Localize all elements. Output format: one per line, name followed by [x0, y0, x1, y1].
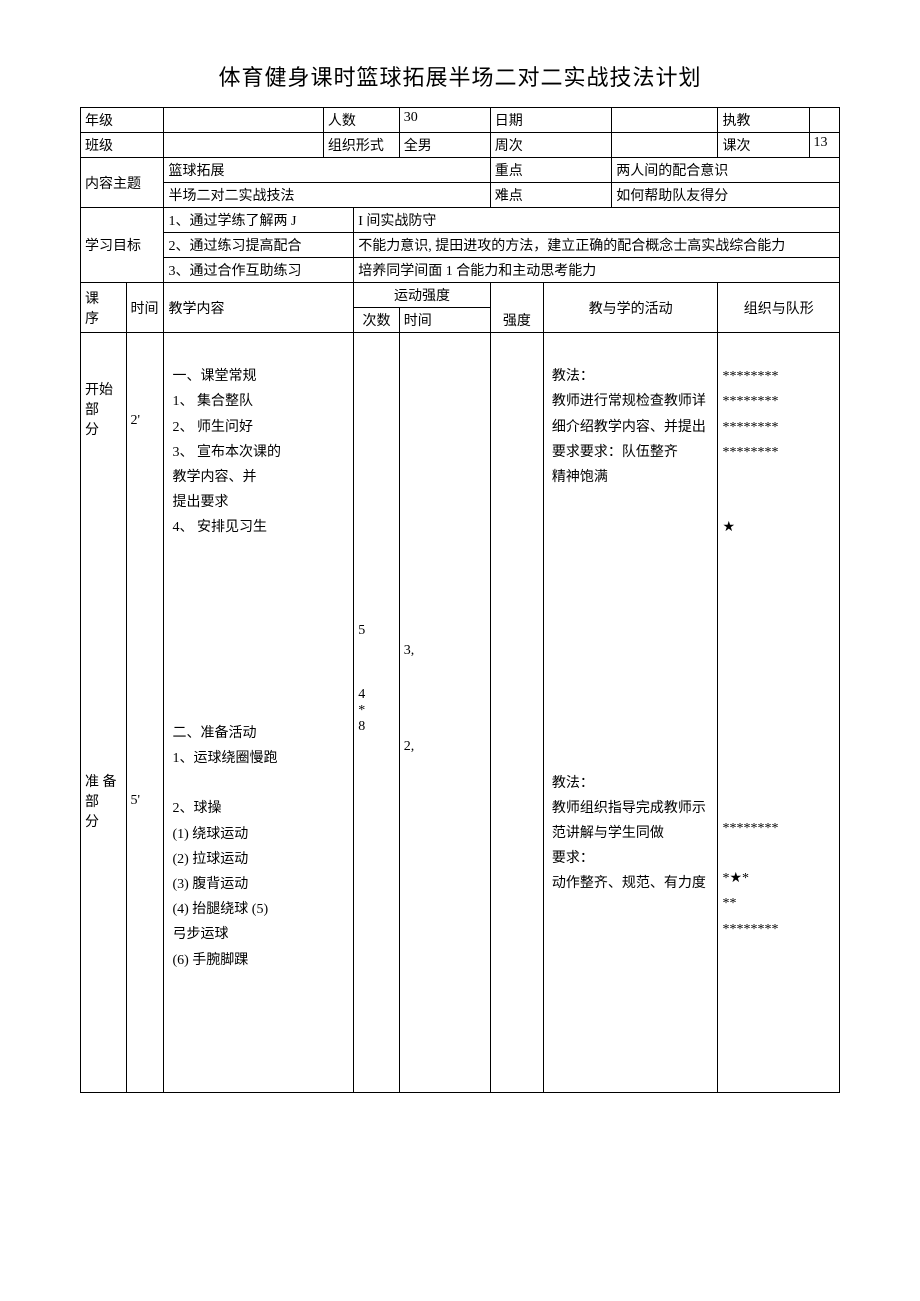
label-class: 班级 — [81, 133, 164, 158]
part2-content: 二、准备活动 1、运球绕圈慢跑 2、球操 (1) 绕球运动 (2) 拉球运动 (… — [172, 721, 345, 973]
col-count: 次数 — [354, 308, 400, 333]
label-people: 人数 — [323, 108, 399, 133]
value-class — [164, 133, 323, 158]
part1-time: 2' — [131, 413, 160, 693]
label-date: 日期 — [490, 108, 611, 133]
label-difficulty: 难点 — [490, 183, 611, 208]
label-teacher: 执教 — [718, 108, 809, 133]
col-formation: 组织与队形 — [718, 283, 840, 333]
label-orgform: 组织形式 — [323, 133, 399, 158]
label-grade: 年级 — [81, 108, 164, 133]
obj-c2-l2: 不能力意识, 提田进攻的方法，建立正确的配合概念士高实战综合能力 — [354, 233, 840, 258]
col-level: 强度 — [490, 283, 543, 333]
value-orgform: 全男 — [399, 133, 490, 158]
time-cell: 2' 5' — [126, 333, 164, 1093]
count-cell: 5 4 * 8 — [354, 333, 400, 1093]
obj-c2-l1: I 间实战防守 — [354, 208, 840, 233]
lesson-plan-table: 年级 人数 30 日期 执教 班级 组织形式 全男 周次 课次 13 内容主题 … — [80, 107, 840, 1093]
seq-cell: 开始部 分 准 备 部 分 — [81, 333, 127, 1093]
value-difficulty: 如何帮助队友得分 — [612, 183, 840, 208]
obj-c2-l3: 培养同学间面 1 合能力和主动思考能力 — [354, 258, 840, 283]
level-cell — [490, 333, 543, 1093]
part1-seq: 开始部 分 — [85, 379, 122, 679]
col-duration: 时间 — [399, 308, 490, 333]
topic-line2: 半场二对二实战技法 — [164, 183, 490, 208]
part2-formation: ******** *★* ** ******** — [722, 816, 835, 942]
part1-activity: 教法： 教师进行常规检查教师详 细介绍教学内容、并提出 要求要求：队伍整齐 精神… — [552, 364, 710, 490]
label-topic: 内容主题 — [81, 158, 164, 208]
value-grade — [164, 108, 323, 133]
col-activity: 教与学的活动 — [543, 283, 718, 333]
part1-formation: ******** ******** ******** ******** ★ — [722, 364, 835, 540]
part1-content: 一、课堂常规 1、 集合整队 2、 师生问好 3、 宣布本次课的 教学内容、并 … — [172, 364, 345, 540]
obj-c1-l2: 2、通过练习提高配合 — [164, 233, 354, 258]
label-week: 周次 — [490, 133, 611, 158]
page-title: 体育健身课时篮球拓展半场二对二实战技法计划 — [80, 60, 840, 92]
label-session: 课次 — [718, 133, 809, 158]
topic-line1: 篮球拓展 — [164, 158, 490, 183]
col-content: 教学内容 — [164, 283, 354, 333]
value-keypoint: 两人间的配合意识 — [612, 158, 840, 183]
activity-cell: 教法： 教师进行常规检查教师详 细介绍教学内容、并提出 要求要求：队伍整齐 精神… — [543, 333, 718, 1093]
obj-c1-l3: 3、通过合作互助练习 — [164, 258, 354, 283]
label-keypoint: 重点 — [490, 158, 611, 183]
part2-seq: 准 备 部 分 — [85, 771, 122, 831]
value-week — [612, 133, 718, 158]
part2-activity: 教法： 教师组织指导完成教师示 范讲解与学生同做 要求： 动作整齐、规范、有力度 — [552, 771, 710, 897]
formation-cell: ******** ******** ******** ******** ★ **… — [718, 333, 840, 1093]
value-teacher — [809, 108, 839, 133]
value-session: 13 — [809, 133, 839, 158]
value-people: 30 — [399, 108, 490, 133]
content-cell: 一、课堂常规 1、 集合整队 2、 师生问好 3、 宣布本次课的 教学内容、并 … — [164, 333, 354, 1093]
col-time: 时间 — [126, 283, 164, 333]
col-intensity: 运动强度 — [354, 283, 491, 308]
col-seq: 课 序 — [81, 283, 127, 333]
label-objectives: 学习目标 — [81, 208, 164, 283]
duration-cell: 3, 2, — [399, 333, 490, 1093]
obj-c1-l1: 1、通过学练了解两 J — [164, 208, 354, 233]
value-date — [612, 108, 718, 133]
part2-time: 5' — [131, 793, 160, 809]
